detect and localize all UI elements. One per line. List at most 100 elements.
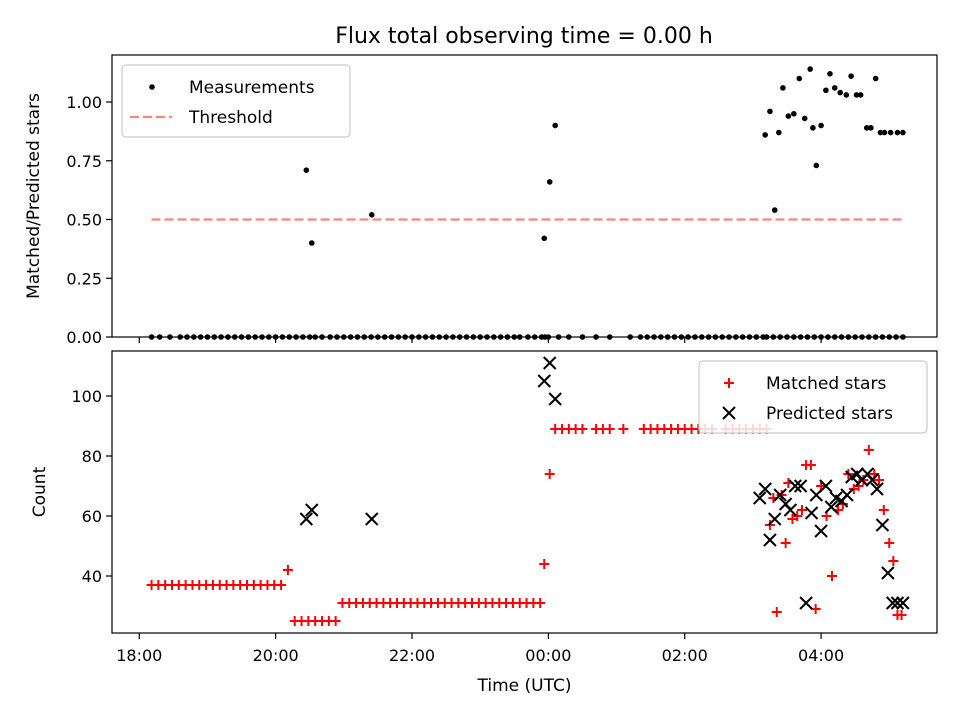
axes-frame — [111, 350, 938, 634]
legend-label: Matched stars — [766, 374, 886, 394]
data-point — [792, 511, 803, 521]
data-point — [796, 75, 803, 82]
data-point — [539, 559, 550, 569]
y-tick-label: 0.25 — [66, 269, 102, 288]
legend-label: Measurements — [189, 78, 315, 98]
data-point — [863, 125, 870, 131]
data-point — [763, 533, 777, 547]
data-point — [788, 479, 802, 493]
data-point — [780, 85, 786, 91]
legend-box — [121, 64, 351, 138]
data-point — [884, 538, 895, 548]
data-point — [365, 512, 379, 526]
data-point — [771, 207, 778, 213]
data-point — [544, 469, 555, 479]
data-point — [543, 356, 557, 370]
data-point — [541, 235, 548, 242]
legend-label: Threshold — [188, 108, 273, 128]
data-point — [810, 604, 821, 614]
series-measurements-nonzero — [303, 66, 906, 246]
data-point — [870, 482, 884, 496]
data-point — [771, 607, 782, 617]
data-point — [303, 167, 310, 173]
data-point — [577, 424, 588, 434]
data-point — [896, 610, 907, 620]
data-point — [863, 445, 874, 455]
data-point — [753, 491, 767, 505]
legend-label: Predicted stars — [766, 404, 893, 424]
axes-frame — [111, 54, 938, 338]
data-point — [767, 108, 773, 115]
x-tick-label: 22:00 — [389, 646, 435, 665]
data-point — [843, 92, 850, 98]
data-point — [853, 92, 860, 98]
data-point — [368, 212, 375, 218]
data-point — [888, 556, 899, 566]
legend-marker — [724, 378, 734, 388]
y-tick-label: 0.75 — [66, 152, 102, 171]
data-point — [881, 129, 888, 136]
data-point — [768, 512, 782, 526]
y-tick-label: 60 — [82, 507, 102, 526]
legend-box — [698, 360, 928, 434]
data-point — [801, 115, 808, 122]
data-point — [900, 129, 906, 136]
data-point — [827, 71, 833, 77]
y-tick-label: 40 — [82, 567, 102, 586]
data-point — [535, 598, 546, 608]
data-point — [894, 129, 901, 136]
data-point — [537, 374, 551, 388]
data-point — [299, 512, 314, 526]
data-point — [865, 473, 879, 487]
data-point — [799, 596, 813, 610]
y-tick-label: 0.00 — [66, 328, 102, 347]
data-point — [885, 596, 900, 610]
data-point — [618, 424, 629, 434]
x-tick-label: 04:00 — [798, 646, 844, 665]
data-point — [887, 129, 894, 136]
data-point — [758, 482, 772, 496]
data-point — [810, 125, 816, 131]
data-point — [896, 596, 910, 610]
data-point — [875, 518, 890, 532]
data-point — [813, 162, 820, 169]
bottom-panel: 40 60 80 100 18:00 20:00 22:00 00:00 02:00 04:00 C… — [30, 350, 938, 696]
data-point — [823, 87, 829, 94]
y-axis-label: Matched/Predicted stars — [24, 93, 44, 299]
data-point — [776, 129, 782, 136]
data-point — [877, 129, 884, 136]
data-point — [785, 113, 792, 119]
data-point — [824, 500, 839, 514]
data-point — [308, 240, 315, 246]
data-point — [330, 616, 341, 626]
data-point — [791, 110, 797, 117]
data-point — [868, 125, 874, 131]
y-tick-label: 80 — [82, 447, 102, 466]
x-tick-label: 18:00 — [116, 646, 162, 665]
data-point — [848, 73, 854, 79]
data-point — [881, 566, 895, 580]
top-panel: 0.00 0.25 0.50 0.75 1.00 Matched/Predicted st… — [24, 54, 938, 347]
data-point — [831, 85, 838, 91]
data-point — [827, 571, 837, 581]
data-point — [874, 475, 885, 485]
data-point — [762, 132, 768, 138]
x-tick-label: 20:00 — [253, 646, 299, 665]
data-point — [805, 460, 816, 470]
data-point — [890, 596, 905, 610]
y-tick-label: 0.50 — [66, 211, 102, 230]
data-point — [773, 488, 787, 502]
data-point — [783, 503, 798, 517]
y-axis-label: Count — [30, 466, 50, 517]
data-point — [797, 505, 807, 515]
data-point — [840, 488, 854, 502]
data-point — [804, 506, 819, 520]
data-point — [780, 538, 791, 548]
data-point — [552, 122, 558, 129]
data-point — [878, 505, 889, 515]
data-point — [276, 580, 287, 590]
data-point — [282, 565, 293, 575]
y-tick-label: 1.00 — [66, 93, 102, 112]
chart-title: Flux total observing time = 0.00 h — [335, 24, 713, 49]
